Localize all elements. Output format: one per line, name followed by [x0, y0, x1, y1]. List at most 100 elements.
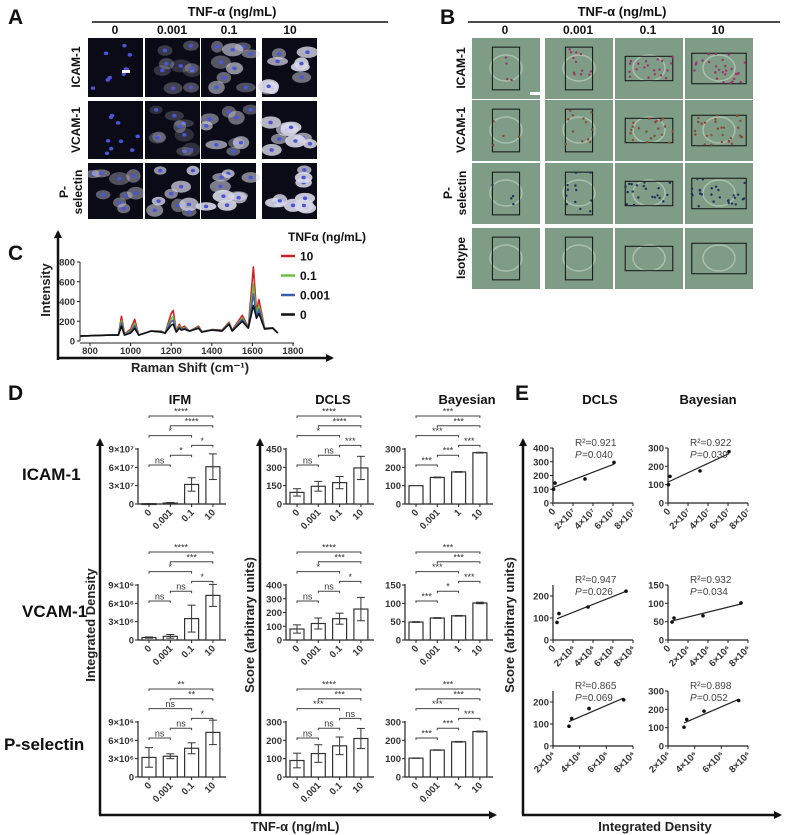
bar	[451, 741, 467, 778]
p-value-label: =0.052	[697, 693, 728, 704]
nucleus	[305, 50, 310, 55]
x-tick-label: 0.001	[151, 780, 176, 805]
y-tick-label: 100	[648, 480, 664, 491]
panel-letter-e: E	[515, 382, 529, 405]
panel-d-title-dcls: DCLS	[315, 392, 351, 407]
spectral-hit-dot	[631, 138, 635, 142]
roi-box	[624, 55, 674, 82]
x-tick-label: 8×10⁷	[612, 506, 638, 532]
spectral-hit-dot	[657, 187, 660, 190]
spectral-hit-dot	[574, 184, 577, 187]
y-tick-label: 100	[648, 599, 664, 610]
significance-label: ***	[443, 446, 454, 456]
nucleus	[121, 72, 127, 76]
nucleus	[152, 208, 157, 213]
spectral-hit-dot	[566, 188, 570, 191]
spectral-hit-dot	[736, 193, 740, 196]
significance-bracket	[415, 688, 481, 691]
significance-bracket	[296, 571, 341, 574]
spectral-hit-dot	[571, 113, 575, 117]
nucleus	[243, 85, 249, 90]
spectral-hit-dot	[730, 202, 734, 205]
x-tick-label: 6×10⁶	[700, 749, 726, 775]
spectral-hit-dot	[717, 188, 720, 192]
significance-label: *	[446, 582, 450, 592]
nucleus	[214, 85, 219, 90]
significance-label: ***	[334, 552, 345, 562]
panel-d-row-label: ICAM-1	[22, 465, 81, 484]
panel-e-scatter-charts: 010020030040002×10⁷4×10⁷6×10⁷8×10⁷R²=0.9…	[532, 438, 753, 775]
x-tick-label: 10	[470, 643, 485, 658]
brightfield-image	[545, 163, 613, 224]
scale-bar	[530, 92, 540, 95]
x-tick-label: 0.1	[328, 507, 346, 525]
significance-label: ***	[464, 572, 475, 582]
significance-label: ns	[303, 456, 313, 466]
significance-bracket	[458, 717, 481, 721]
significance-label: ***	[464, 709, 475, 719]
significance-bracket	[436, 425, 481, 428]
y-tick-label: 0	[396, 500, 401, 511]
spectral-hit-dot	[628, 70, 631, 73]
x-tick-label: 0.1	[180, 780, 198, 798]
y-tick-label: 300	[648, 444, 664, 455]
spectral-hit-dot	[739, 134, 742, 137]
nucleus	[170, 86, 176, 91]
y-tick-label: 200	[648, 462, 664, 473]
spectral-hit-dot	[671, 130, 674, 133]
significance-bracket	[317, 590, 341, 594]
spectral-hit-dot	[626, 190, 629, 194]
y-tick-label: 400	[533, 444, 549, 455]
spectral-hit-dot	[660, 133, 664, 136]
spectral-hit-dot	[648, 117, 651, 120]
nucleus	[248, 51, 254, 56]
y-tick-label: 100	[385, 599, 401, 610]
regression-line	[553, 463, 615, 488]
brightfield-background	[545, 163, 613, 224]
nucleus	[188, 85, 194, 90]
x-tick-label: 0	[143, 780, 155, 792]
spectral-hit-dot	[569, 109, 572, 113]
spectral-hit-dot	[656, 194, 659, 197]
significance-label: ns	[324, 582, 334, 592]
p-value-label: =0.069	[582, 693, 613, 704]
significance-label: ***	[432, 699, 443, 709]
nucleus	[207, 117, 212, 121]
spectral-hit-dot	[658, 196, 661, 200]
nucleus	[158, 168, 163, 173]
y-tick-label: 100	[533, 485, 549, 496]
micrograph-image	[257, 38, 319, 97]
y-tick-label: 100	[533, 720, 549, 731]
y-tick-label: 100	[266, 754, 282, 765]
x-tick-label: 8×10⁶	[727, 749, 753, 775]
nucleus	[123, 193, 129, 198]
spectral-hit-dot	[694, 133, 697, 136]
significance-bracket	[148, 708, 193, 711]
nucleus	[107, 75, 113, 80]
y-tick-label: 0	[659, 636, 664, 647]
y-tick-label: 100	[648, 723, 664, 734]
nucleus	[276, 52, 282, 56]
significance-label: ns	[155, 456, 165, 466]
spectral-hit-dot	[635, 184, 639, 187]
scale-bar	[122, 70, 130, 73]
nucleus	[121, 206, 126, 211]
nucleus	[302, 196, 308, 201]
x-tick-label: 6×10⁶	[707, 643, 733, 669]
panel-b-col-label: 0	[502, 23, 509, 37]
x-tick-label: 10	[351, 643, 366, 658]
bar	[162, 755, 178, 778]
cell-outline	[562, 244, 596, 272]
significance-label: ***	[345, 436, 356, 446]
x-tick-label: 4×10⁷	[687, 506, 713, 532]
data-point	[612, 460, 616, 465]
spectral-hit-dot	[730, 67, 733, 71]
spectral-hit-dot	[666, 193, 669, 197]
nucleus	[181, 121, 187, 126]
panel-b-row-label: ICAM-1	[454, 47, 468, 89]
spectral-hit-dot	[735, 114, 739, 118]
spectral-hit-dot	[712, 200, 715, 203]
